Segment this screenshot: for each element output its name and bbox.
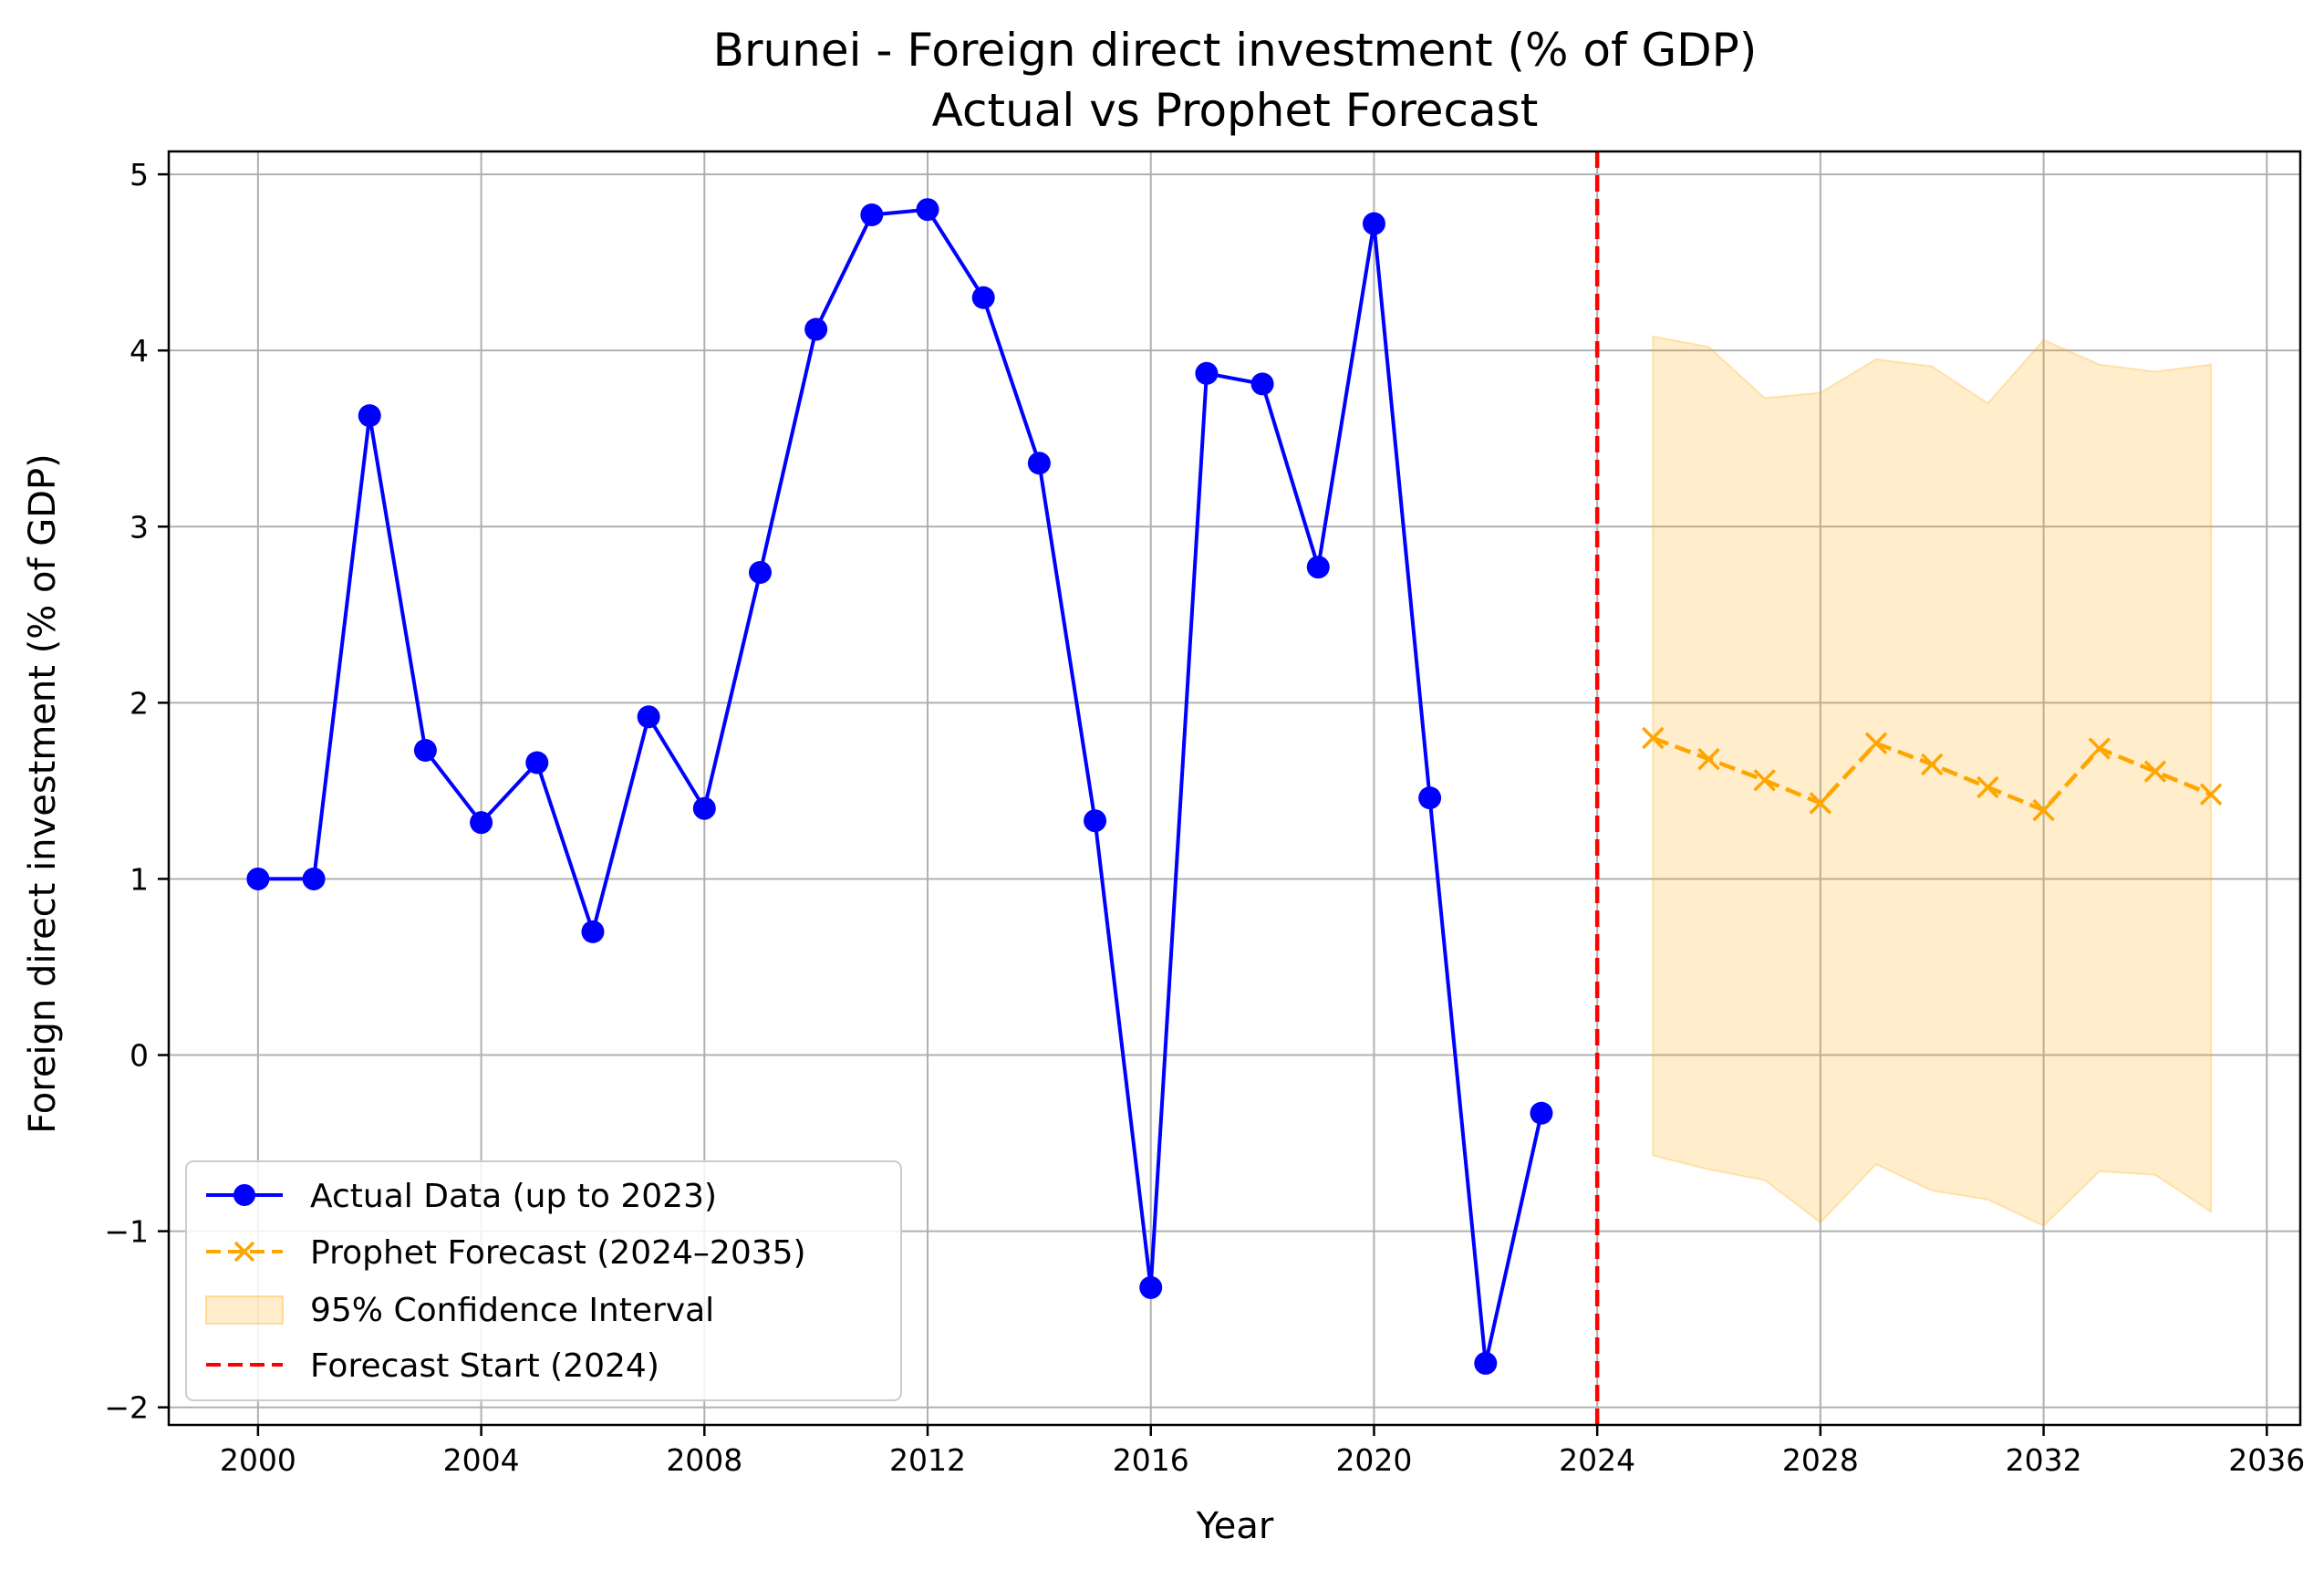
forecast-data-point bbox=[2143, 760, 2167, 783]
actual-data-point bbox=[1027, 452, 1051, 475]
actual-series-line bbox=[257, 207, 1543, 1366]
actual-data-point bbox=[413, 738, 437, 762]
x-tick-label: 2032 bbox=[2006, 1442, 2082, 1478]
y-tick-label: 5 bbox=[130, 157, 149, 192]
actual-data-point bbox=[804, 317, 828, 341]
actual-data-point bbox=[1418, 786, 1442, 810]
y-tick-label: 4 bbox=[130, 333, 149, 369]
legend-marker-forecast bbox=[233, 1241, 255, 1263]
y-tick-label: −2 bbox=[104, 1390, 149, 1426]
axes-layer: 2000 2004 2008 2012 2016 2020 2024 2028 2032 2036… bbox=[104, 150, 2305, 1478]
legend: Actual Data (up to 2023) Prophet Forecas… bbox=[185, 1160, 902, 1401]
actual-data-point bbox=[916, 198, 939, 222]
forecast-data-point bbox=[1753, 769, 1776, 792]
x-tick-label: 2028 bbox=[1782, 1442, 1859, 1478]
actual-data-point bbox=[971, 286, 995, 309]
legend-frame bbox=[185, 1160, 902, 1401]
forecast-data-point bbox=[1864, 732, 1888, 755]
actual-data-point bbox=[1306, 556, 1330, 579]
confidence-interval-layer bbox=[1652, 335, 2213, 1228]
actual-data-point bbox=[1139, 1275, 1163, 1299]
actual-data-point bbox=[470, 811, 493, 835]
legend-swatch-confidence bbox=[205, 1295, 284, 1325]
forecast-data-point bbox=[1976, 775, 1999, 799]
forecast-data-point bbox=[2199, 783, 2223, 806]
series-layer bbox=[246, 151, 2223, 1425]
forecast-data-point bbox=[1697, 747, 1720, 771]
grid-layer bbox=[169, 151, 2300, 1425]
forecast-data-point bbox=[2088, 737, 2111, 760]
actual-data-point bbox=[1250, 372, 1274, 396]
actual-data-point bbox=[1362, 212, 1385, 235]
legend-label-actual: Actual Data (up to 2023) bbox=[310, 1178, 717, 1215]
chart-title: Brunei - Foreign direct investment (% of… bbox=[713, 24, 1758, 77]
actual-data-point bbox=[1084, 809, 1107, 833]
actual-data-point bbox=[748, 560, 772, 584]
actual-data-point bbox=[1530, 1101, 1553, 1125]
forecast-data-point bbox=[2032, 798, 2055, 822]
x-axis-label: Year bbox=[1196, 1505, 1274, 1547]
y-tick-label: −1 bbox=[104, 1214, 149, 1250]
legend-label-forecast: Prophet Forecast (2024–2035) bbox=[310, 1234, 806, 1272]
x-tick-label: 2008 bbox=[666, 1442, 742, 1478]
confidence-band bbox=[1652, 335, 2213, 1228]
y-tick-label: 0 bbox=[130, 1038, 149, 1074]
x-tick-label: 2000 bbox=[220, 1442, 296, 1478]
x-tick-label: 2036 bbox=[2228, 1442, 2305, 1478]
actual-data-point bbox=[1195, 361, 1219, 385]
chart-subtitle: Actual vs Prophet Forecast bbox=[932, 84, 1539, 137]
legend-label-forecast-start: Forecast Start (2024) bbox=[310, 1347, 659, 1385]
actual-data-point bbox=[1474, 1351, 1498, 1375]
actual-data-point bbox=[358, 404, 381, 428]
actual-data-point bbox=[246, 867, 270, 890]
forecast-data-point bbox=[1809, 792, 1832, 815]
actual-data-point bbox=[692, 796, 716, 820]
x-tick-label: 2024 bbox=[1559, 1442, 1635, 1478]
forecast-data-point bbox=[1920, 753, 1944, 776]
actual-data-point bbox=[302, 867, 326, 890]
actual-data-point bbox=[860, 203, 884, 227]
x-tick-label: 2004 bbox=[443, 1442, 520, 1478]
x-tick-label: 2020 bbox=[1335, 1442, 1412, 1478]
actual-data-point bbox=[581, 920, 605, 943]
x-tick-label: 2012 bbox=[889, 1442, 966, 1478]
actual-data-point bbox=[637, 705, 660, 729]
plot-frame bbox=[167, 150, 2302, 1427]
y-tick-label: 2 bbox=[130, 685, 149, 721]
y-tick-label: 1 bbox=[130, 861, 149, 897]
legend-label-confidence: 95% Confidence Interval bbox=[310, 1292, 714, 1329]
legend-marker-actual bbox=[233, 1184, 255, 1206]
y-tick-label: 3 bbox=[130, 509, 149, 545]
actual-data-point bbox=[525, 751, 549, 775]
forecast-data-point bbox=[1642, 726, 1665, 750]
x-tick-label: 2016 bbox=[1113, 1442, 1189, 1478]
y-axis-label: Foreign direct investment (% of GDP) bbox=[22, 453, 64, 1134]
